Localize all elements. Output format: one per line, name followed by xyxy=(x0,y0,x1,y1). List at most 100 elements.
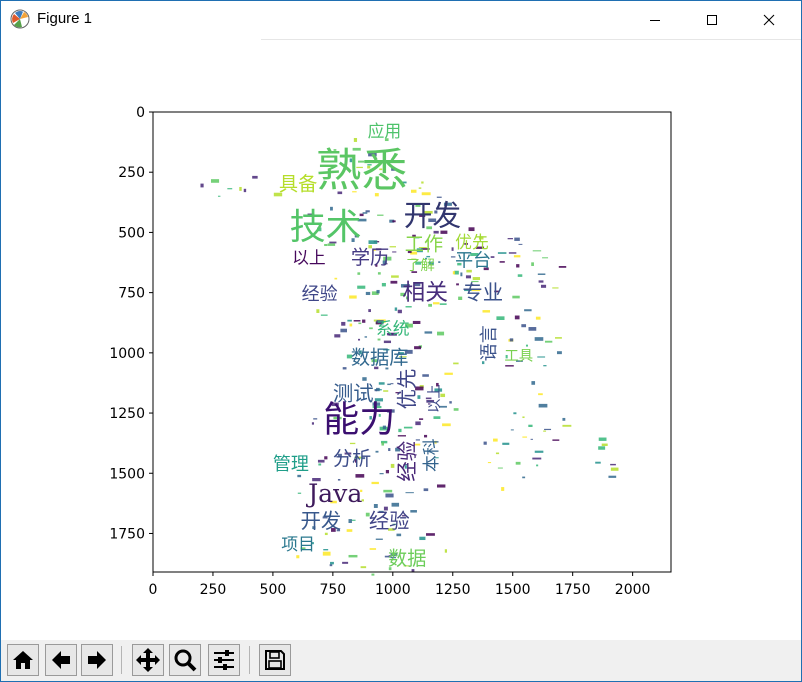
word-speck xyxy=(419,418,424,420)
x-tick-label: 750 xyxy=(319,582,346,598)
word-speck xyxy=(414,283,421,287)
word-speck xyxy=(496,316,505,320)
word-speck xyxy=(375,263,378,267)
zoom-button[interactable] xyxy=(169,644,201,676)
word-speck xyxy=(428,218,437,223)
word-speck xyxy=(376,320,384,324)
word-speck xyxy=(361,457,366,460)
word-speck xyxy=(337,478,341,481)
word-speck xyxy=(411,258,417,261)
pan-button[interactable] xyxy=(132,644,164,676)
word-speck xyxy=(536,464,539,467)
y-tick-label: 1500 xyxy=(109,466,145,482)
word-speck xyxy=(380,440,388,444)
close-icon xyxy=(763,14,775,26)
word-speck xyxy=(497,252,507,254)
forward-button[interactable] xyxy=(81,644,113,676)
toolbar-separator xyxy=(249,646,250,674)
sliders-icon xyxy=(214,650,234,670)
word-speck xyxy=(403,464,409,466)
word-speck xyxy=(357,272,361,275)
word-speck xyxy=(354,234,359,238)
word-speck xyxy=(375,248,382,251)
word-cloud-speckle xyxy=(200,137,619,576)
word-speck xyxy=(392,220,396,223)
word-speck xyxy=(383,256,392,261)
figure-canvas[interactable]: 熟悉 技术 开发 能力 Java 应用 具备 工作 优先 以上 学历 平台 了解 经验 相关 专业 系统 数据库测… xyxy=(1,40,801,640)
back-button[interactable] xyxy=(45,644,77,676)
word-speck xyxy=(398,428,402,433)
word-speck xyxy=(444,549,448,553)
word-speck xyxy=(415,439,420,441)
word-speck xyxy=(378,382,385,385)
word-speck xyxy=(334,277,338,280)
word-speck xyxy=(385,469,390,474)
word-speck xyxy=(390,383,394,385)
word-speck xyxy=(513,412,517,415)
word-cloud-word: 技术 xyxy=(290,207,362,248)
word-speck xyxy=(470,284,474,286)
word-speck xyxy=(457,262,462,266)
word-speck xyxy=(403,426,413,429)
word-speck xyxy=(442,423,451,427)
minimize-icon xyxy=(650,20,660,21)
word-speck xyxy=(552,287,559,289)
word-speck xyxy=(373,504,378,508)
word-speck xyxy=(372,402,381,406)
word-speck xyxy=(351,238,355,242)
save-button[interactable] xyxy=(259,644,291,676)
word-speck xyxy=(210,179,220,183)
word-speck xyxy=(342,561,349,564)
word-speck xyxy=(598,437,607,441)
x-tick-label: 500 xyxy=(260,582,287,598)
word-speck xyxy=(598,446,606,450)
close-button[interactable] xyxy=(746,1,792,39)
word-speck xyxy=(522,476,526,479)
word-speck xyxy=(382,425,386,430)
word-speck xyxy=(358,160,365,163)
word-speck xyxy=(516,264,520,268)
word-speck xyxy=(433,230,439,234)
word-speck xyxy=(608,475,617,478)
word-speck xyxy=(396,533,402,537)
home-button[interactable] xyxy=(7,644,39,676)
word-speck xyxy=(317,227,322,232)
word-speck xyxy=(313,418,318,420)
word-speck xyxy=(368,309,371,313)
word-cloud-word: 开发 xyxy=(404,198,462,232)
word-speck xyxy=(495,452,500,455)
arrow-right-icon xyxy=(88,651,106,669)
word-speck xyxy=(538,403,548,408)
minimize-button[interactable] xyxy=(632,1,678,39)
word-speck xyxy=(367,165,371,169)
word-speck xyxy=(490,256,495,258)
word-speck xyxy=(412,320,421,324)
word-speck xyxy=(353,137,358,142)
word-speck xyxy=(367,164,372,166)
word-speck xyxy=(466,269,472,273)
maximize-button[interactable] xyxy=(689,1,735,39)
word-speck xyxy=(327,243,336,246)
word-speck xyxy=(397,435,406,437)
word-speck xyxy=(515,461,521,465)
word-speck xyxy=(324,532,328,536)
word-speck xyxy=(449,401,452,404)
word-speck xyxy=(379,168,383,171)
word-speck xyxy=(434,210,438,214)
word-speck xyxy=(392,523,397,526)
configure-subplots-button[interactable] xyxy=(208,644,240,676)
word-speck xyxy=(405,306,412,308)
word-speck xyxy=(347,319,352,322)
word-speck xyxy=(465,275,471,279)
word-speck xyxy=(534,337,544,341)
word-cloud-word: Java xyxy=(305,479,362,508)
title-bar[interactable]: Figure 1 xyxy=(1,1,801,39)
word-speck xyxy=(365,291,371,296)
word-speck xyxy=(388,448,391,452)
word-speck xyxy=(487,462,492,464)
maximize-icon xyxy=(707,15,717,25)
word-speck xyxy=(421,181,424,184)
word-speck xyxy=(406,296,409,300)
word-speck xyxy=(426,255,431,258)
